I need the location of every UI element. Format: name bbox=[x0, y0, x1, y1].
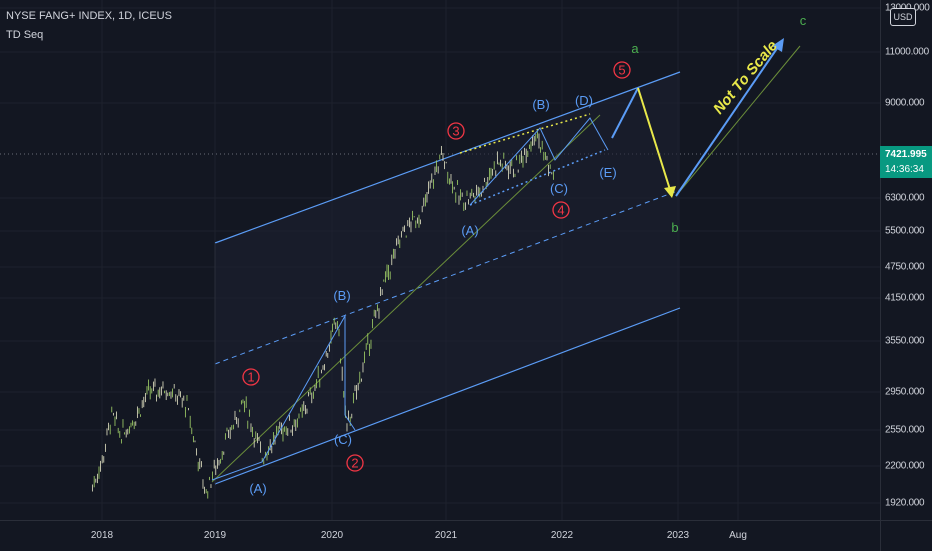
triangle-bottom bbox=[469, 149, 606, 206]
price-label: 4750.000 bbox=[885, 261, 925, 273]
time-label: 2023 bbox=[666, 530, 690, 541]
projection-a-b bbox=[637, 87, 673, 197]
price-label: 1920.000 bbox=[885, 497, 925, 509]
wave-1-label-circle bbox=[242, 368, 260, 386]
wave-b-label: b bbox=[671, 220, 678, 235]
wave-5-label: 5 bbox=[618, 63, 625, 78]
bar-countdown: 14:36:34 bbox=[885, 164, 924, 175]
wave-A-label: (A) bbox=[249, 481, 266, 496]
price-label: 3550.000 bbox=[885, 335, 925, 347]
green-trendline bbox=[211, 114, 601, 483]
wave-4-label-circle bbox=[552, 201, 570, 219]
wave-c-label: c bbox=[800, 13, 807, 28]
projection-c bbox=[675, 43, 781, 197]
channel-lower bbox=[214, 307, 681, 485]
wave-C-label: (C) bbox=[334, 432, 352, 447]
currency-button[interactable]: USD bbox=[890, 8, 916, 26]
wave-2-label: 2 bbox=[351, 456, 358, 471]
wave-a-label: a bbox=[631, 41, 639, 56]
wave-A2-label: (A) bbox=[461, 223, 478, 238]
wave-3-label-circle bbox=[447, 122, 465, 140]
projection-up bbox=[611, 87, 639, 139]
wave-D-label: (D) bbox=[575, 93, 593, 108]
price-label: 2950.000 bbox=[885, 386, 925, 398]
wave-B2-label: (B) bbox=[532, 97, 549, 112]
wave-3-label: 3 bbox=[452, 124, 459, 139]
time-label: 2018 bbox=[90, 530, 114, 541]
price-label: 4150.000 bbox=[885, 292, 925, 304]
price-label: 6300.000 bbox=[885, 192, 925, 204]
time-label: 2021 bbox=[434, 530, 458, 541]
projection-arrow-b bbox=[664, 186, 676, 198]
channel-upper bbox=[214, 71, 681, 244]
channel-mid bbox=[214, 189, 681, 365]
channel-fill bbox=[215, 72, 680, 484]
time-label: Aug bbox=[729, 530, 747, 541]
wave-E-label: (E) bbox=[599, 165, 616, 180]
wave-5-label-circle bbox=[613, 61, 631, 79]
price-axis[interactable]: 13000.00011000.0009000.0006300.0005500.0… bbox=[880, 0, 932, 520]
last-price-badge: 7421.995 14:36:34 bbox=[880, 146, 932, 178]
last-price-value: 7421.995 bbox=[885, 149, 927, 160]
time-label: 2019 bbox=[203, 530, 227, 541]
wave-B-label: (B) bbox=[333, 288, 350, 303]
wave-C2-label: (C) bbox=[550, 181, 568, 196]
green-trendline-c bbox=[675, 45, 801, 197]
time-label: 2020 bbox=[320, 530, 344, 541]
time-axis[interactable]: 2018 2019 2020 2021 2022 2023 Aug bbox=[0, 520, 880, 551]
chart-area[interactable]: 1 2 3 4 5 (A) (B) (C) (A) (B) (C) (D) (E) a b c Not To … bbox=[0, 0, 880, 520]
wave-abcde-path bbox=[469, 117, 609, 206]
projection-arrow-c bbox=[772, 38, 784, 52]
price-label: 2550.000 bbox=[885, 424, 925, 436]
wave-2-label-circle bbox=[346, 454, 364, 472]
indicator-label[interactable]: TD Seq bbox=[6, 29, 44, 41]
wave-4-label: 4 bbox=[557, 203, 564, 218]
price-label: 9000.000 bbox=[885, 97, 925, 109]
time-label: 2022 bbox=[550, 530, 574, 541]
wave-1-label: 1 bbox=[247, 370, 254, 385]
chart-title: NYSE FANG+ INDEX, 1D, ICEUS bbox=[6, 10, 172, 22]
price-label: 11000.000 bbox=[885, 46, 929, 58]
not-to-scale-label: Not To Scale bbox=[710, 37, 781, 117]
price-label: 5500.000 bbox=[885, 225, 925, 237]
price-chart[interactable]: 1 2 3 4 5 (A) (B) (C) (A) (B) (C) (D) (E) a b c Not To … bbox=[0, 0, 880, 520]
wave-abc-path bbox=[211, 314, 356, 481]
axis-corner bbox=[880, 520, 932, 551]
price-label: 2200.000 bbox=[885, 460, 925, 472]
